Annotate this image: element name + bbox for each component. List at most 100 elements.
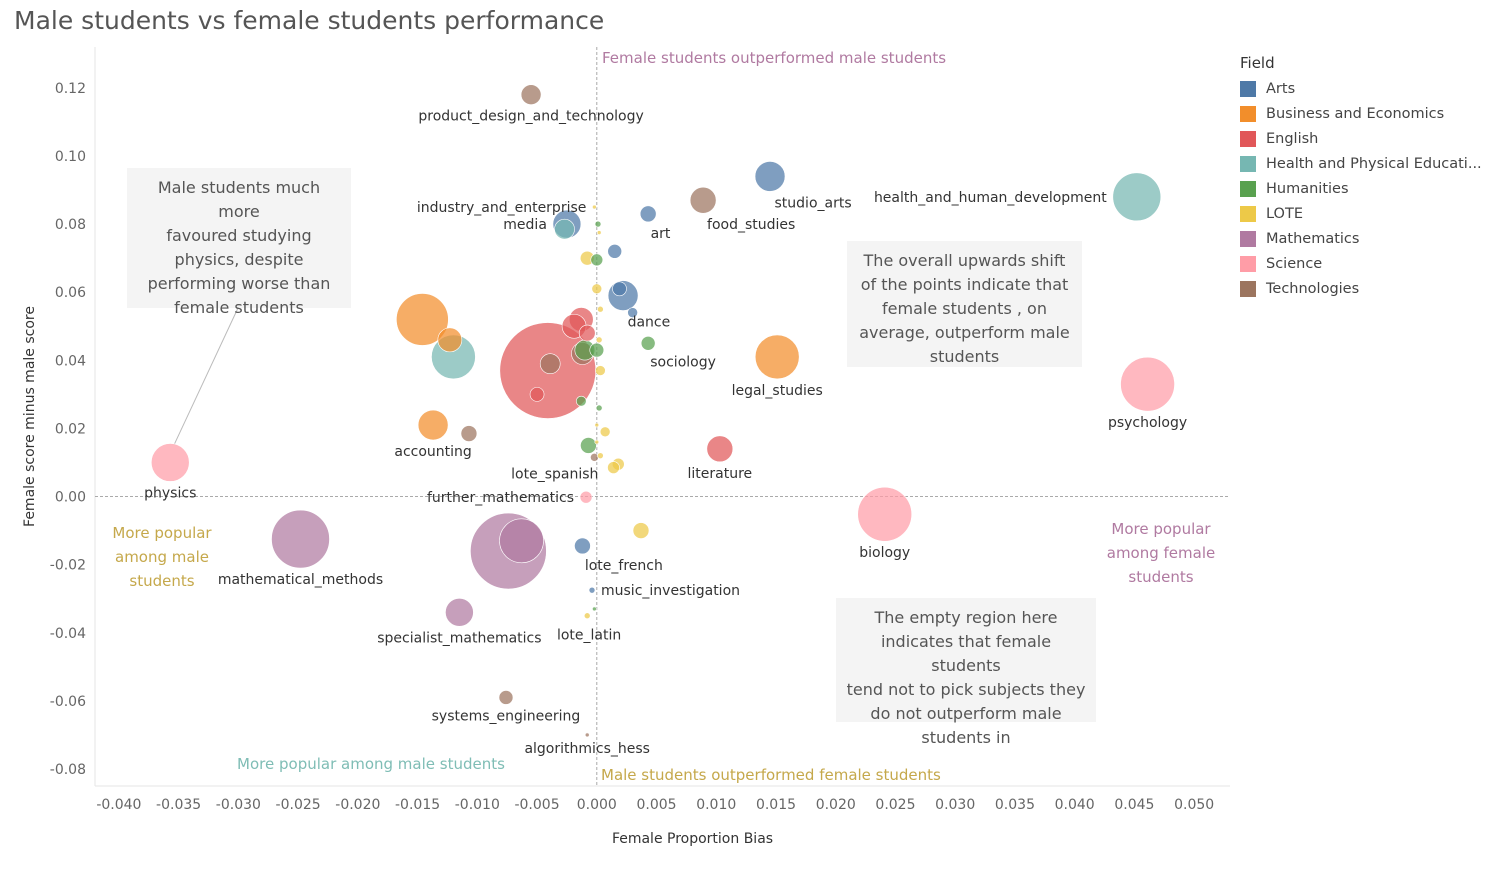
legend-swatch: [1240, 80, 1256, 97]
point-label: physics: [144, 485, 196, 501]
legend-item: Technologies: [1240, 276, 1482, 301]
physics-note-line: favoured studying: [166, 226, 312, 245]
data-point: [271, 509, 330, 569]
data-point: [396, 293, 449, 346]
data-point: [589, 342, 605, 358]
empty-note-line: The empty region here: [874, 608, 1058, 627]
data-point: [583, 612, 591, 620]
legend-label: Humanities: [1266, 180, 1349, 197]
data-point: [437, 327, 463, 353]
physics-note-line: physics, despite: [174, 250, 304, 269]
legend-item: Health and Physical Educati...: [1240, 151, 1482, 176]
data-point: [539, 353, 561, 375]
point-label: media: [503, 217, 547, 233]
empty-note-line: students in: [921, 728, 1011, 747]
y-tick-label: 0.12: [55, 81, 86, 97]
data-point: [607, 461, 620, 474]
empty-region-note: The empty region here indicates that fem…: [836, 598, 1096, 747]
y-tick-label: -0.02: [50, 558, 86, 574]
data-point: [1112, 172, 1162, 222]
data-points: [150, 84, 1175, 738]
point-label: legal_studies: [732, 383, 823, 399]
x-tick-label: -0.030: [216, 797, 261, 813]
legend-label: LOTE: [1266, 205, 1303, 222]
data-point: [590, 453, 599, 462]
chart-title: Male students vs female students perform…: [14, 6, 605, 35]
empty-note-line: do not outperform male: [870, 704, 1062, 723]
axes: -0.040 -0.035 -0.030 -0.025 -0.020 -0.015 -0.0…: [22, 47, 1230, 847]
bottom-annotation: Male students outperformed female studen…: [601, 766, 941, 784]
y-tick-label: -0.04: [50, 626, 86, 642]
data-point: [857, 486, 913, 542]
data-point: [460, 425, 478, 442]
quadrant-annotations: Female students outperformed male studen…: [112, 49, 1215, 784]
y-tick-label: 0.10: [55, 149, 86, 165]
x-tick-label: -0.035: [156, 797, 201, 813]
x-tick-label: 0.025: [875, 797, 915, 813]
point-label: product_design_and_technology: [418, 109, 643, 125]
x-tick-label: 0.030: [935, 797, 975, 813]
point-label: specialist_mathematics: [377, 630, 541, 646]
legend-item: English: [1240, 126, 1482, 151]
data-point: [1120, 356, 1175, 412]
data-point: [575, 395, 587, 407]
legend-item: Arts: [1240, 76, 1482, 101]
data-point: [607, 244, 623, 259]
right-annotation-line: among female: [1107, 544, 1216, 562]
data-point: [590, 253, 604, 267]
point-label: literature: [688, 466, 753, 482]
point-label: sociology: [650, 354, 716, 370]
point-label: systems_engineering: [432, 708, 581, 724]
x-tick-label: 0.020: [816, 797, 856, 813]
left-annotation-line: students: [129, 572, 194, 590]
point-label: food_studies: [707, 217, 795, 233]
data-point: [592, 204, 597, 210]
data-point: [150, 443, 190, 482]
y-tick-label: 0.06: [55, 285, 86, 301]
data-point: [498, 690, 514, 705]
x-tick-label: 0.000: [577, 797, 617, 813]
data-point: [499, 518, 544, 564]
x-tick-label: -0.015: [395, 797, 440, 813]
legend-swatch: [1240, 105, 1256, 122]
data-point: [640, 335, 656, 351]
physics-note-line: female students: [174, 298, 304, 317]
right-annotation-line: students: [1128, 568, 1193, 586]
legend-item: Humanities: [1240, 176, 1482, 201]
data-point: [597, 452, 604, 459]
point-labels: product_design_and_technology industry_an…: [144, 109, 1187, 757]
data-point: [554, 218, 575, 240]
y-tick-label: -0.08: [50, 762, 86, 778]
y-tick-label: 0.00: [55, 490, 86, 506]
legend-swatch: [1240, 180, 1256, 197]
data-point: [754, 334, 800, 380]
point-label: dance: [628, 315, 671, 331]
point-label: mathematical_methods: [218, 572, 383, 588]
legend-label: Science: [1266, 255, 1323, 272]
top-annotation: Female students outperformed male studen…: [602, 49, 946, 67]
point-label: psychology: [1108, 415, 1187, 431]
legend-label: Mathematics: [1266, 230, 1360, 247]
legend-swatch: [1240, 280, 1256, 297]
legend-items: Arts Business and Economics English Health …: [1240, 76, 1482, 301]
shift-note-line: of the points indicate that: [860, 275, 1069, 294]
empty-note-line: tend not to pick subjects they: [846, 680, 1086, 699]
point-label: lote_spanish: [511, 466, 598, 482]
legend-swatch: [1240, 255, 1256, 272]
point-label: algorithmics_hess: [524, 741, 650, 757]
data-point: [632, 522, 650, 539]
legend-swatch: [1240, 205, 1256, 222]
data-point: [706, 435, 734, 463]
x-tick-label: 0.035: [995, 797, 1035, 813]
legend-label: Health and Physical Educati...: [1266, 155, 1482, 172]
left-annotation-line: More popular: [112, 524, 212, 542]
shift-note-line: average, outperform male: [859, 323, 1070, 342]
data-point: [591, 283, 603, 295]
y-axis-title: Female score minus male score: [22, 306, 38, 527]
point-label: music_investigation: [601, 583, 740, 599]
legend-title: Field: [1240, 54, 1275, 72]
point-label: lote_latin: [557, 628, 621, 644]
point-label: biology: [859, 545, 910, 561]
point-label: further_mathematics: [427, 490, 574, 506]
